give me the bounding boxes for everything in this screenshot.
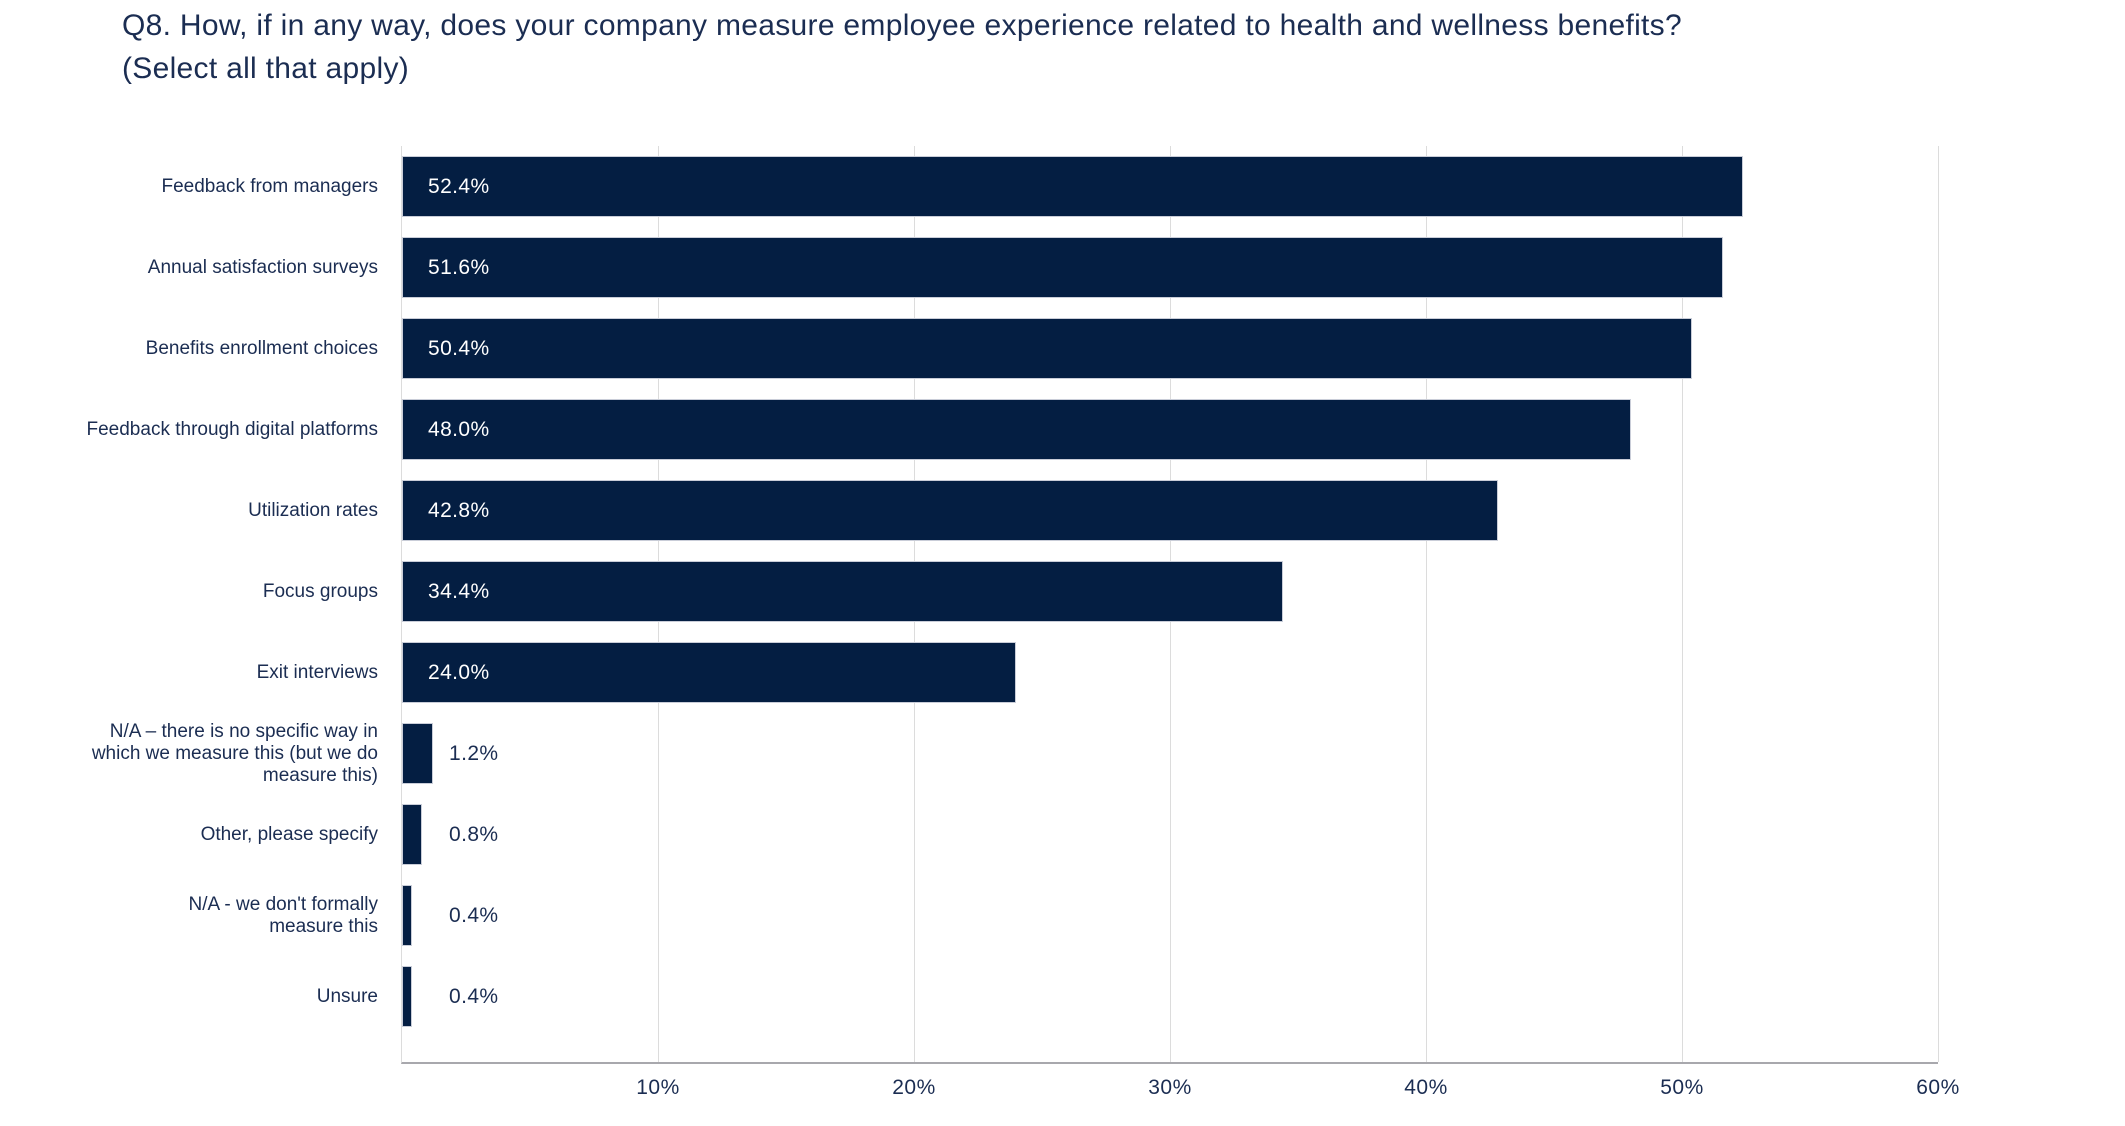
bar-row: 0.8% bbox=[402, 804, 1938, 865]
x-axis-tick-label: 30% bbox=[1148, 1076, 1192, 1099]
bar bbox=[402, 156, 1744, 217]
bar-value-label: 48.0% bbox=[428, 417, 490, 441]
category-label: Feedback from managers bbox=[161, 175, 379, 197]
category-label: Utilization rates bbox=[248, 499, 378, 521]
bar-row: 52.4% bbox=[402, 156, 1938, 217]
gridline bbox=[1426, 146, 1427, 1062]
bar-value-label: 0.8% bbox=[449, 822, 499, 846]
bar-row: 34.4% bbox=[402, 561, 1938, 622]
bar bbox=[402, 804, 423, 865]
bar-row: 1.2% bbox=[402, 723, 1938, 784]
bar-value-label: 34.4% bbox=[428, 579, 490, 603]
bar-value-label: 52.4% bbox=[428, 174, 490, 198]
category-label: Annual satisfaction surveys bbox=[147, 256, 378, 278]
bar bbox=[402, 885, 413, 946]
bar bbox=[402, 642, 1017, 703]
category-label: Focus groups bbox=[262, 580, 378, 602]
bar-value-label: 0.4% bbox=[449, 984, 499, 1008]
plot-area: 52.4% 51.6% 50.4% 48.0% 42.8% 34.4% 24.0% 1.2% 0… bbox=[401, 146, 1959, 1099]
bar-row: 51.6% bbox=[402, 237, 1938, 298]
bar bbox=[402, 318, 1693, 379]
gridline bbox=[1682, 146, 1683, 1062]
bar-value-label: 0.4% bbox=[449, 903, 499, 927]
bar-row: 0.4% bbox=[402, 885, 1938, 946]
bar-value-label: 42.8% bbox=[428, 498, 490, 522]
x-axis-tick-label: 20% bbox=[892, 1076, 936, 1099]
x-axis-tick-label: 50% bbox=[1660, 1076, 1704, 1099]
bar-value-label: 50.4% bbox=[428, 336, 490, 360]
bar-row: 50.4% bbox=[402, 318, 1938, 379]
category-label: Benefits enrollment choices bbox=[145, 337, 378, 359]
x-axis-tick-label: 10% bbox=[636, 1076, 680, 1099]
bar-row: 0.4% bbox=[402, 966, 1938, 1027]
bar bbox=[402, 237, 1723, 298]
chart-title: Q8. How, if in any way, does your compan… bbox=[122, 9, 1682, 85]
bar-value-label: 51.6% bbox=[428, 255, 490, 279]
bar-value-label: 1.2% bbox=[449, 741, 499, 765]
gridline bbox=[1938, 146, 1939, 1062]
category-label: N/A – there is no specific way in which … bbox=[91, 720, 378, 786]
category-label: N/A - we don't formally measure this bbox=[188, 893, 378, 937]
category-label: Feedback through digital platforms bbox=[86, 418, 379, 440]
bar-row: 42.8% bbox=[402, 480, 1938, 541]
category-label: Other, please specify bbox=[200, 823, 378, 845]
x-axis-tick-label: 60% bbox=[1916, 1076, 1960, 1099]
bar bbox=[402, 966, 413, 1027]
category-label: Unsure bbox=[316, 985, 378, 1007]
bar bbox=[402, 561, 1283, 622]
bar-row: 24.0% bbox=[402, 642, 1938, 703]
bar bbox=[402, 723, 433, 784]
category-label: Exit interviews bbox=[256, 661, 378, 683]
bar bbox=[402, 480, 1498, 541]
bar-value-label: 24.0% bbox=[428, 660, 490, 684]
bar-row: 48.0% bbox=[402, 399, 1938, 460]
x-axis-tick-label: 40% bbox=[1404, 1076, 1448, 1099]
bar bbox=[402, 399, 1631, 460]
